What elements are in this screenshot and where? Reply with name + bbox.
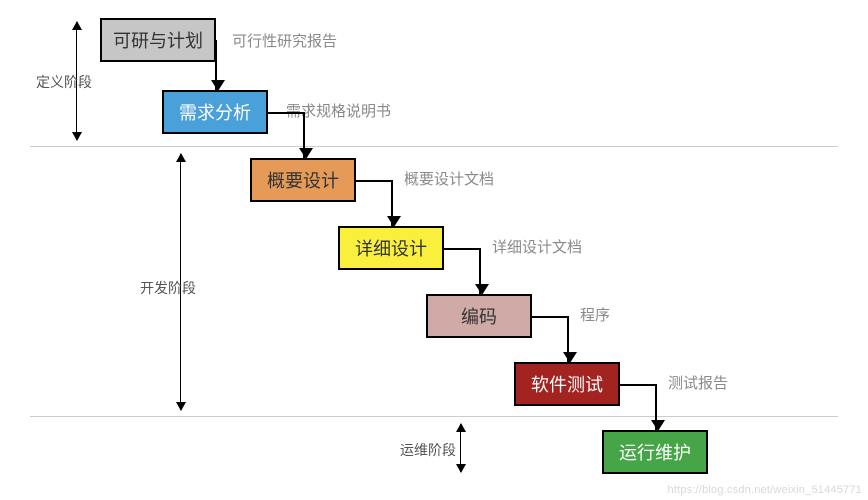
flow-node-annotation: 可行性研究报告	[232, 30, 337, 51]
phase-label: 开发阶段	[140, 278, 196, 298]
waterfall-diagram: https://blog.csdn.net/weixin_51445771 可研…	[0, 0, 868, 500]
flow-node-label: 运行维护	[619, 439, 691, 465]
flow-node-label: 可研与计划	[113, 27, 203, 53]
flow-arrow-horizontal	[444, 248, 479, 250]
flow-node-label: 详细设计	[355, 235, 427, 261]
flow-node-n7: 运行维护	[602, 430, 708, 474]
flow-node-annotation: 详细设计文档	[492, 236, 582, 257]
flow-node-n4: 详细设计	[338, 226, 444, 270]
flow-arrow-horizontal	[532, 316, 567, 318]
flow-arrow-vertical	[567, 316, 569, 362]
flow-node-annotation: 程序	[580, 304, 610, 325]
flow-node-annotation: 测试报告	[668, 372, 728, 393]
flow-node-label: 概要设计	[267, 167, 339, 193]
flow-arrow-vertical	[391, 180, 393, 226]
flow-node-label: 需求分析	[179, 99, 251, 125]
watermark-text: https://blog.csdn.net/weixin_51445771	[667, 484, 862, 496]
flow-node-n3: 概要设计	[250, 158, 356, 202]
flow-arrow-vertical	[215, 40, 217, 90]
phase-label: 定义阶段	[36, 72, 92, 92]
flow-node-n6: 软件测试	[514, 362, 620, 406]
flow-arrow-horizontal	[620, 384, 655, 386]
flow-node-n5: 编码	[426, 294, 532, 338]
flow-arrow-vertical	[655, 384, 657, 430]
flow-arrow-horizontal	[356, 180, 391, 182]
phase-label: 运维阶段	[400, 440, 456, 460]
phase-separator	[30, 146, 838, 147]
flow-node-label: 编码	[461, 303, 497, 329]
flow-node-annotation: 需求规格说明书	[286, 100, 391, 121]
flow-node-label: 软件测试	[531, 371, 603, 397]
flow-node-n1: 可研与计划	[100, 18, 216, 62]
phase-range-arrow	[460, 424, 461, 472]
phase-separator	[30, 416, 838, 417]
flow-node-annotation: 概要设计文档	[404, 168, 494, 189]
flow-arrow-horizontal	[268, 112, 303, 114]
flow-arrow-vertical	[479, 248, 481, 294]
flow-node-n2: 需求分析	[162, 90, 268, 134]
flow-arrow-vertical	[303, 112, 305, 158]
